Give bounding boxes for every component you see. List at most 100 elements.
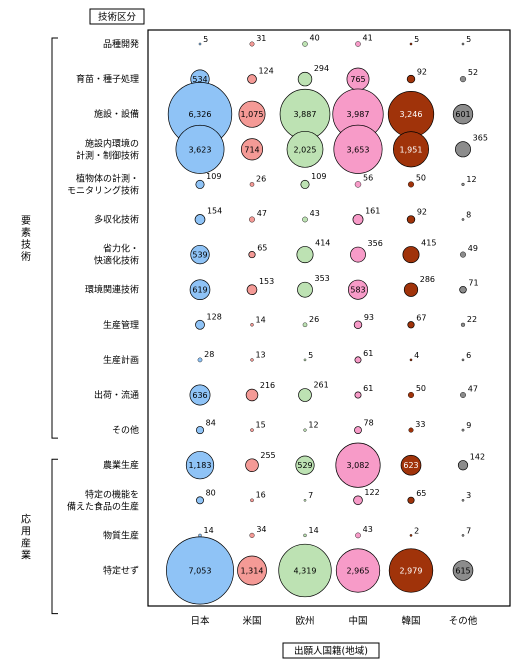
group-label-char: 要	[21, 215, 31, 227]
data-label: 65	[257, 243, 267, 252]
data-label: 216	[260, 381, 275, 390]
data-label: 92	[417, 67, 427, 76]
bubble	[297, 71, 313, 87]
data-label: 154	[207, 207, 222, 216]
data-label: 43	[310, 209, 320, 218]
data-label: 3,246	[400, 110, 423, 119]
data-label: 40	[310, 33, 320, 42]
bubble	[455, 141, 471, 158]
group-label-char: 技	[21, 238, 31, 251]
row-label: 環境関連技術	[85, 284, 139, 296]
data-label: 61	[363, 384, 373, 393]
data-label: 6,326	[189, 110, 212, 119]
data-label: 84	[206, 418, 216, 427]
data-label: 255	[260, 451, 275, 460]
data-label: 52	[468, 68, 478, 77]
data-label: 47	[257, 209, 267, 218]
data-label: 153	[259, 277, 274, 286]
bubble	[286, 130, 324, 168]
data-label: 6	[466, 351, 471, 360]
bubble	[250, 498, 254, 503]
data-label: 2,979	[400, 567, 423, 576]
column-labels: 日本 米国 欧州 中国 韓国 その他	[190, 615, 477, 627]
data-label: 67	[416, 314, 426, 323]
data-label: 4,319	[294, 567, 317, 576]
bubble	[335, 442, 381, 488]
bubble	[189, 279, 211, 301]
data-label: 7	[308, 491, 313, 500]
row-label: 施設・設備	[94, 108, 139, 120]
data-label: 601	[455, 110, 470, 119]
bubble	[461, 428, 465, 432]
bubble	[452, 104, 474, 125]
column-label: 韓国	[401, 616, 420, 627]
data-label: 1,075	[241, 110, 264, 119]
data-label: 1,314	[241, 567, 264, 576]
data-label: 7,053	[189, 567, 212, 576]
plot-frame	[147, 29, 511, 607]
row-label: 計測・制御技術	[76, 149, 139, 161]
bubble	[402, 246, 420, 264]
column-label: 米国	[242, 615, 261, 627]
data-label: 3,887	[294, 110, 317, 119]
bubble	[190, 244, 210, 265]
row-labels: 品種開発育苗・種子処理施設・設備施設内環境の計測・制御技術植物体の計測・モニタリ…	[67, 38, 139, 577]
data-label: 3	[466, 491, 471, 500]
bubble	[461, 182, 465, 186]
row-label: 省力化・	[103, 243, 139, 255]
bubble	[249, 532, 255, 538]
data-label: 619	[192, 286, 207, 295]
row-label: その他	[112, 424, 139, 436]
data-label: 261	[313, 381, 328, 390]
bubble	[250, 323, 254, 327]
data-label: 539	[192, 251, 207, 260]
bubble	[248, 251, 256, 259]
data-label: 14	[255, 315, 265, 324]
data-label: 529	[297, 461, 312, 470]
row-label: 植物体の計測・	[76, 172, 139, 184]
data-label: 124	[258, 67, 273, 76]
bubble	[354, 181, 362, 188]
data-label: 161	[365, 206, 380, 215]
data-label: 56	[363, 173, 373, 182]
bubble	[461, 218, 465, 221]
data-label: 286	[420, 275, 435, 284]
data-label: 50	[416, 174, 426, 183]
bubble	[408, 427, 414, 433]
bubble	[302, 41, 308, 47]
data-label: 5	[308, 351, 313, 360]
data-label: 26	[256, 174, 266, 183]
bubble	[295, 455, 315, 475]
bubble	[194, 214, 206, 225]
bubble	[409, 534, 413, 537]
data-label: 5	[466, 35, 471, 44]
column-label: 日本	[190, 615, 210, 627]
bubble	[460, 392, 466, 398]
bubble	[350, 246, 366, 263]
data-label: 128	[207, 312, 222, 321]
data-label: 49	[468, 244, 478, 253]
data-label: 623	[403, 461, 418, 470]
bubble	[195, 426, 205, 435]
bubble	[352, 214, 364, 225]
data-label: 3,082	[347, 461, 370, 470]
bubble	[278, 543, 332, 598]
bubble	[303, 498, 307, 502]
group-label-char: 術	[21, 250, 31, 263]
bubble	[249, 216, 255, 223]
row-label: 施設内環境の	[85, 137, 139, 149]
data-label: 615	[455, 567, 470, 576]
data-label: 41	[363, 33, 373, 42]
data-label: 33	[415, 420, 425, 429]
bubble	[353, 495, 363, 506]
data-label: 16	[256, 491, 266, 500]
bubble	[461, 498, 465, 502]
data-label: 414	[315, 238, 330, 247]
row-label: 生産管理	[103, 319, 139, 331]
bubble	[354, 356, 362, 364]
bubble	[302, 322, 308, 328]
data-label: 3,653	[347, 145, 370, 154]
bubble	[460, 251, 467, 258]
